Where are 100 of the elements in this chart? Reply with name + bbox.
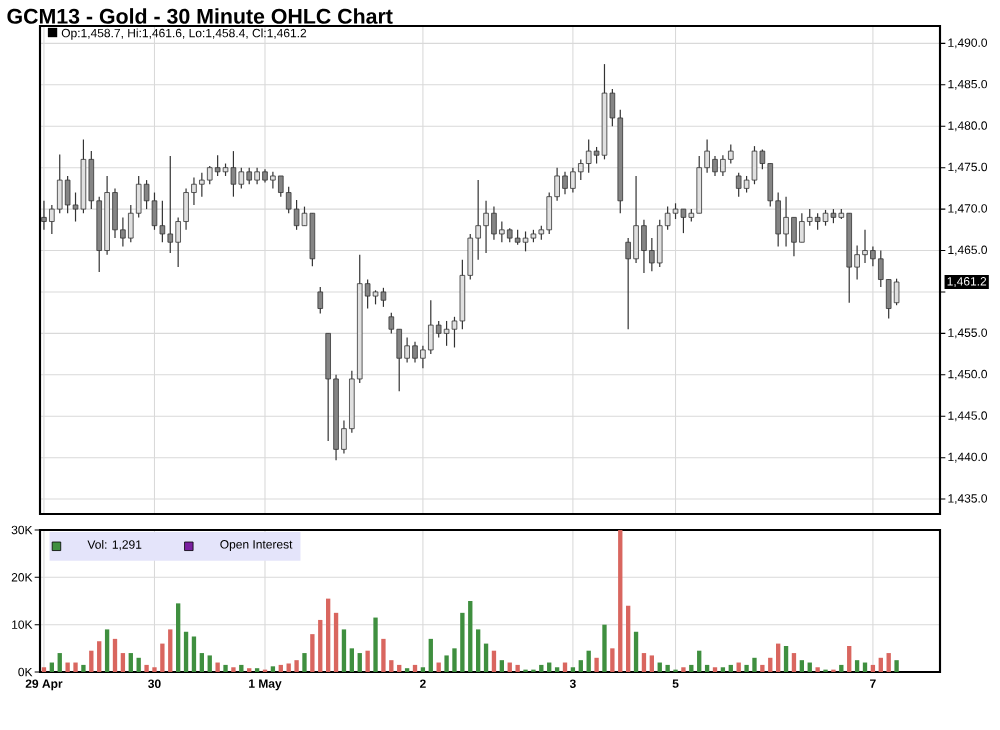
candlestick	[206, 165, 213, 185]
bar	[397, 664, 402, 672]
candlestick	[570, 167, 576, 194]
bar	[775, 643, 781, 672]
bar	[325, 598, 331, 672]
bar	[878, 657, 883, 672]
bar	[73, 662, 78, 672]
bar	[57, 653, 62, 672]
bar	[128, 653, 133, 672]
bar	[760, 664, 765, 672]
bar	[625, 605, 631, 672]
bar	[665, 664, 670, 672]
bar	[373, 617, 378, 672]
bar	[65, 662, 70, 672]
bar	[468, 601, 473, 672]
bar	[175, 603, 181, 672]
candlestick	[680, 208, 687, 234]
bar	[357, 653, 362, 672]
bar	[870, 664, 876, 672]
candlestick	[309, 212, 316, 267]
bar	[294, 660, 299, 672]
bar	[136, 657, 141, 672]
candlestick	[317, 286, 324, 315]
bar	[594, 657, 599, 672]
candlestick	[751, 145, 758, 185]
bar	[697, 650, 702, 672]
bar	[120, 653, 126, 672]
bar	[744, 664, 749, 672]
candlestick	[656, 219, 663, 268]
candlestick	[151, 191, 158, 231]
bar	[199, 653, 205, 672]
bar	[144, 664, 149, 672]
candlestick	[522, 230, 529, 252]
bar	[365, 650, 370, 672]
bar	[168, 629, 173, 672]
bar	[89, 650, 94, 672]
candlestick	[720, 154, 726, 177]
bar	[539, 664, 544, 672]
bar	[270, 666, 276, 672]
bar	[847, 645, 852, 672]
bar	[97, 641, 102, 672]
candlestick	[562, 171, 568, 195]
bar	[633, 631, 639, 672]
bar	[476, 629, 481, 672]
candlestick	[230, 150, 237, 198]
candlestick	[270, 171, 276, 189]
bar	[81, 664, 86, 672]
candlestick	[443, 320, 450, 347]
bar	[791, 653, 797, 672]
candlestick	[238, 167, 245, 189]
bar	[515, 664, 520, 672]
candlestick	[428, 299, 434, 355]
bar	[215, 662, 220, 672]
bar	[444, 655, 449, 672]
bar	[649, 655, 655, 672]
candlestick	[578, 158, 584, 181]
bar	[381, 638, 386, 672]
candlestick	[293, 199, 300, 231]
candlestick	[728, 143, 734, 165]
bar	[799, 660, 805, 672]
bar	[207, 655, 212, 672]
bar	[752, 657, 757, 672]
bar	[191, 636, 197, 672]
bar	[104, 629, 110, 672]
candlestick	[41, 200, 47, 231]
bar	[349, 648, 355, 672]
candlestick	[791, 216, 797, 257]
candlestick	[641, 219, 647, 274]
candlestick	[56, 153, 63, 214]
candlestick	[483, 200, 489, 254]
candlestick	[633, 175, 639, 264]
bar	[491, 650, 497, 672]
bar	[499, 660, 505, 672]
candlestick	[214, 154, 221, 177]
bar	[412, 664, 418, 672]
candlestick	[735, 172, 742, 198]
bar	[302, 653, 307, 672]
candlestick	[412, 341, 418, 363]
candlestick	[64, 175, 71, 214]
bar	[586, 650, 591, 672]
bar	[333, 612, 339, 672]
bar	[578, 660, 583, 672]
candlestick	[893, 278, 900, 306]
chart-title: GCM13 - Gold - 30 Minute OHLC Chart	[7, 8, 393, 24]
bar	[783, 645, 789, 672]
bar	[768, 657, 773, 672]
candlestick	[491, 206, 497, 241]
bar	[239, 664, 244, 672]
bar	[286, 663, 291, 672]
bar	[318, 619, 323, 672]
candlestick	[783, 196, 789, 247]
bar	[641, 653, 647, 672]
candlestick	[325, 332, 331, 442]
bar	[341, 629, 347, 672]
bar	[428, 638, 433, 672]
candlestick	[712, 155, 718, 177]
candlestick	[696, 155, 702, 214]
bar	[112, 638, 118, 672]
candlestick	[380, 287, 387, 308]
candlestick	[585, 138, 592, 174]
